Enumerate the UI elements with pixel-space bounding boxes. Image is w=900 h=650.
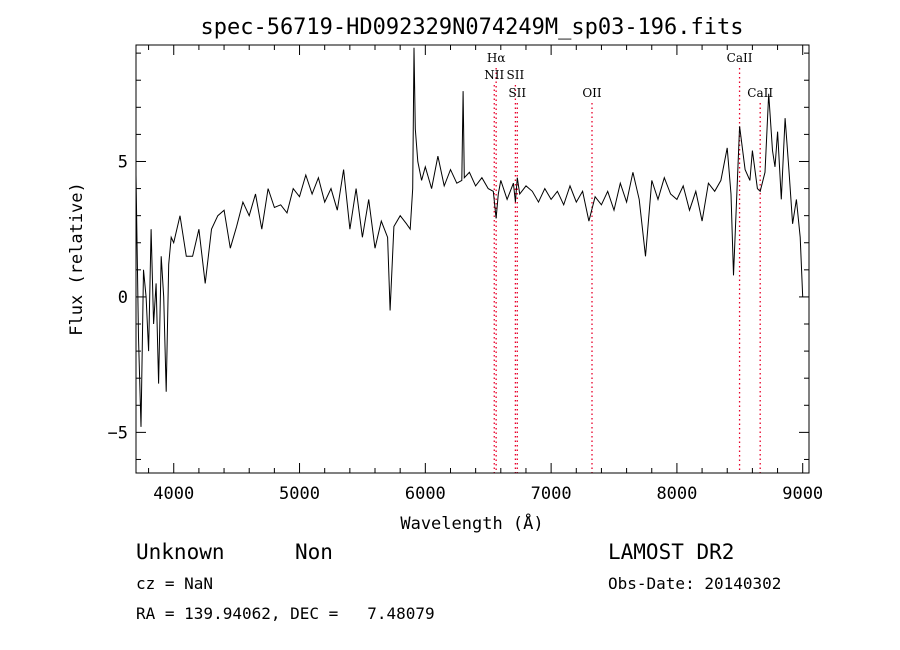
line-marker-label: CaII (727, 51, 753, 65)
line-marker-label: SII (508, 86, 526, 100)
chart-title: spec-56719-HD092329N074249M_sp03-196.fit… (200, 15, 743, 40)
line-marker-label: CaII (747, 86, 773, 100)
y-tick-label: 5 (118, 152, 128, 172)
x-tick-label: 8000 (656, 484, 697, 504)
x-tick-label: 7000 (531, 484, 572, 504)
survey-name: LAMOST DR2 (608, 540, 735, 564)
redshift-text: cz = NaN (136, 574, 214, 593)
object-subclass: Non (295, 540, 333, 564)
line-marker-label: SII (507, 68, 525, 82)
y-tick-label: −5 (108, 423, 128, 443)
obs-date-text: Obs-Date: 20140302 (608, 574, 782, 593)
axis-ticks: 4000 5000 6000 7000 8000 9000 −5 0 5 (108, 45, 823, 504)
y-tick-label: 0 (118, 288, 128, 308)
x-tick-label: 4000 (153, 484, 194, 504)
x-tick-label: 9000 (782, 484, 823, 504)
plot-frame (135, 44, 810, 474)
x-tick-label: 5000 (279, 484, 320, 504)
x-axis-label: Wavelength (Å) (400, 512, 543, 534)
line-marker-label: NII (484, 68, 504, 82)
line-marker-label: Hα (487, 51, 506, 65)
y-axis-label: Flux (relative) (67, 182, 87, 336)
coordinates-text: RA = 139.94062, DEC = 7.48079 (136, 604, 435, 623)
object-class: Unknown (136, 540, 225, 564)
flux-series-line (135, 47, 804, 427)
x-tick-label: 6000 (405, 484, 446, 504)
line-marker-label: OII (582, 86, 602, 100)
